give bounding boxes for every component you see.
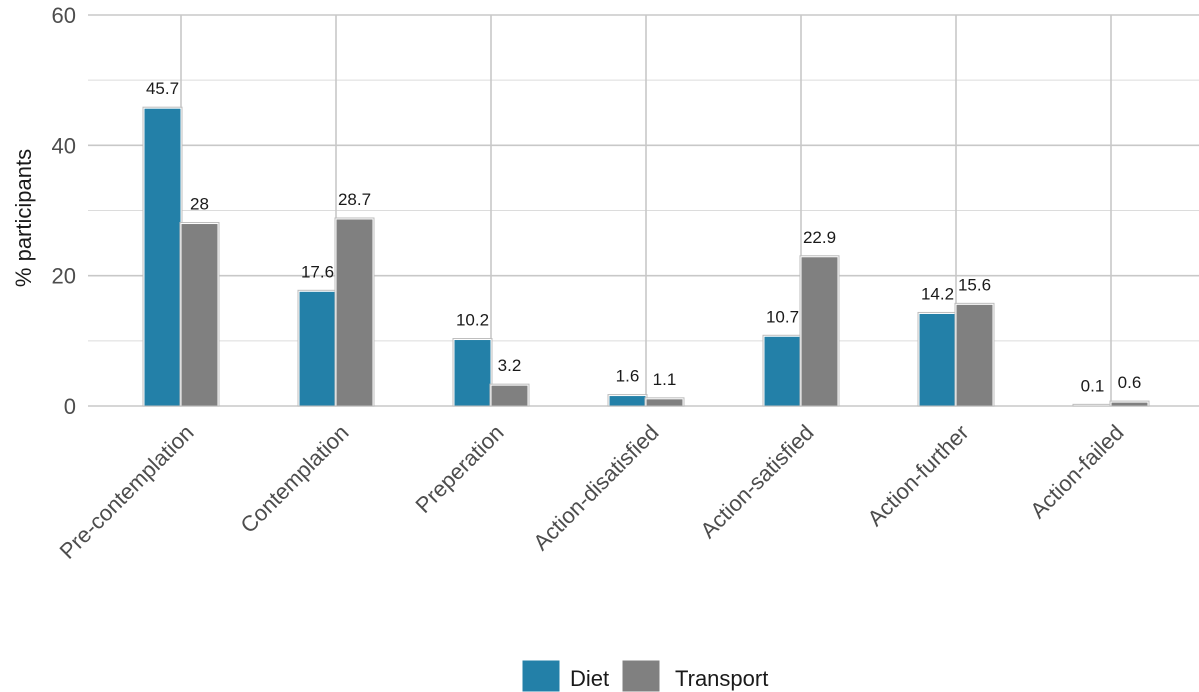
y-axis-label: % participants: [11, 149, 36, 287]
x-tick-label: Action-failed: [1025, 420, 1128, 523]
x-tick-label: Action-disatisfied: [528, 420, 663, 555]
data-label-diet-5: 10.7: [766, 307, 799, 326]
x-tick-label: Action-satisfied: [695, 420, 818, 543]
y-tick-label: 40: [52, 133, 76, 158]
bar-diet-1: [143, 107, 182, 407]
gridlines: [88, 14, 1199, 407]
legend-label-diet: Diet: [570, 666, 609, 691]
data-label-transport-1: 28: [190, 195, 209, 214]
x-tick-label: Pre-contemplation: [55, 420, 199, 564]
bars: [142, 106, 1150, 407]
bar-outline-diet-3: [452, 338, 493, 407]
data-label-diet-4: 1.6: [616, 367, 640, 386]
x-tick-label: Preperation: [410, 420, 508, 518]
bar-outline-transport-2: [334, 217, 375, 407]
bar-outline-transport-3: [489, 383, 530, 407]
data-label-diet-2: 17.6: [301, 262, 334, 281]
bar-outline-transport-6: [954, 302, 995, 407]
data-label-diet-7: 0.1: [1081, 376, 1105, 395]
data-label-transport-4: 1.1: [653, 370, 677, 389]
bar-transport-4: [645, 398, 684, 407]
y-axis-ticks: 0 20 40 60: [52, 3, 76, 419]
bar-transport-3: [490, 384, 529, 407]
legend-label-transport: Transport: [675, 666, 768, 691]
bar-outline-transport-7: [1109, 400, 1150, 407]
bar-outline-transport-1: [179, 222, 220, 407]
x-tick-label: Contemplation: [236, 420, 354, 538]
bar-transport-6: [955, 303, 994, 407]
data-label-diet-1: 45.7: [146, 79, 179, 98]
bar-outline-transport-5: [799, 255, 840, 407]
bar-diet-5: [763, 335, 802, 407]
x-axis-ticks: Pre-contemplation Contemplation Preperatio…: [55, 420, 1129, 564]
bar-diet-3: [453, 339, 492, 407]
data-label-diet-6: 14.2: [921, 284, 954, 303]
bar-diet-4: [608, 395, 647, 407]
bar-transport-5: [800, 256, 839, 407]
data-label-transport-3: 3.2: [498, 356, 522, 375]
legend-key-diet: [521, 659, 561, 692]
data-label-transport-5: 22.9: [803, 228, 836, 247]
legend-key-transport: [621, 659, 661, 692]
legend: Diet Transport: [521, 659, 768, 692]
bar-transport-2: [335, 218, 374, 407]
bar-diet-6: [918, 312, 957, 407]
y-tick-label: 0: [64, 394, 76, 419]
data-label-transport-6: 15.6: [958, 275, 991, 294]
bar-outline-transport-4: [644, 397, 685, 407]
x-tick-label: Action-further: [862, 420, 973, 531]
y-tick-label: 60: [52, 3, 76, 28]
y-tick-label: 20: [52, 264, 76, 289]
data-label-diet-3: 10.2: [456, 311, 489, 330]
data-label-transport-2: 28.7: [338, 190, 371, 209]
bar-transport-1: [180, 223, 219, 407]
bar-diet-2: [298, 290, 337, 407]
data-label-transport-7: 0.6: [1118, 373, 1142, 392]
data-labels: 45.7 17.6 10.2 1.6 10.7 14.2 0.1 28 28.7 3.2 1.1 22…: [146, 79, 1141, 395]
bar-transport-7: [1110, 401, 1149, 407]
